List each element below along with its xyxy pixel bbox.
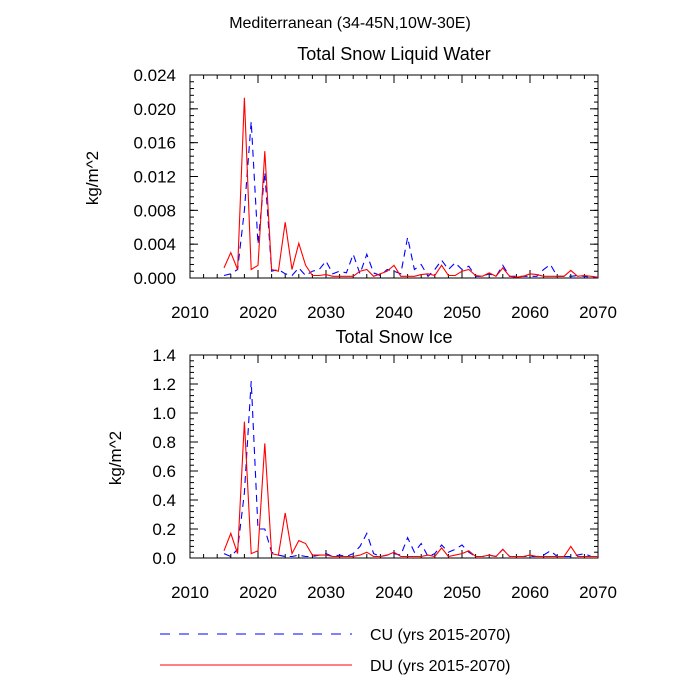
y-axis-label: kg/m^2: [106, 431, 125, 485]
y-tick-label: 0.6: [152, 462, 176, 481]
panel-snow-ice: Total Snow Ice kg/m^2 2010 2020 2030 2040 20…: [106, 327, 617, 602]
y-tick-label: 1.2: [152, 375, 176, 394]
x-tick-label: 2040: [375, 303, 413, 322]
x-tick-label: 2020: [239, 583, 277, 602]
y-tick-label: 0.000: [133, 269, 176, 288]
legend: CU (yrs 2015-2070) DU (yrs 2015-2070): [160, 627, 511, 675]
y-tick-label: 0.004: [133, 235, 176, 254]
x-tick-label: 2070: [579, 303, 617, 322]
panel-title: Total Snow Liquid Water: [297, 44, 490, 64]
x-tick-label: 2050: [443, 583, 481, 602]
y-tick-label: 0.2: [152, 520, 176, 539]
y-axis-label: kg/m^2: [83, 151, 102, 205]
x-tick-label: 2060: [511, 583, 549, 602]
y-tick-label: 0.012: [133, 168, 176, 187]
y-tick-label: 0.008: [133, 201, 176, 220]
legend-cu-label: CU (yrs 2015-2070): [370, 627, 511, 644]
series-cu-line: [223, 121, 598, 278]
y-tick-label: 1.0: [152, 404, 176, 423]
x-tick-label: 2010: [171, 303, 209, 322]
x-tick-label: 2030: [307, 583, 345, 602]
y-tick-label: 0.8: [152, 433, 176, 452]
series-cu-line: [223, 381, 598, 558]
plot-frame: [189, 74, 599, 279]
y-tick-label: 0.024: [133, 66, 176, 85]
x-tick-label: 2030: [307, 303, 345, 322]
y-tick-label: 0.4: [152, 491, 176, 510]
y-tick-label: 0.020: [133, 100, 176, 119]
x-tick-label: 2040: [375, 583, 413, 602]
x-tick-label: 2060: [511, 303, 549, 322]
x-tick-label: 2010: [171, 583, 209, 602]
x-tick-label: 2020: [239, 303, 277, 322]
y-tick-label: 0.016: [133, 134, 176, 153]
series-du-line: [223, 97, 599, 278]
y-tick-label: 1.4: [152, 346, 176, 365]
x-tick-label: 2050: [443, 303, 481, 322]
series-du-line: [223, 421, 598, 558]
x-tick-label: 2070: [579, 583, 617, 602]
panel-snow-liquid-water: Total Snow Liquid Water kg/m^2 2010 2020 2…: [83, 44, 617, 322]
figure-title: Mediterranean (34-45N,10W-30E): [229, 15, 471, 32]
legend-du-label: DU (yrs 2015-2070): [370, 658, 511, 675]
panel-title: Total Snow Ice: [335, 327, 452, 347]
y-tick-label: 0.0: [152, 549, 176, 568]
